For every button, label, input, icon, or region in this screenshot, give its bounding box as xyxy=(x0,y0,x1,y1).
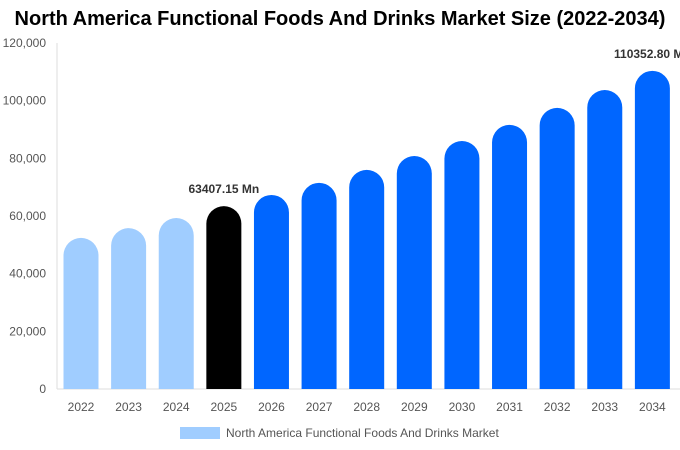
x-tick-label: 2028 xyxy=(353,400,380,414)
bar-2028 xyxy=(349,169,385,389)
x-tick-label: 2022 xyxy=(68,400,95,414)
x-tick-label: 2033 xyxy=(591,400,618,414)
x-tick-label: 2029 xyxy=(401,400,428,414)
y-tick-label: 120,000 xyxy=(3,36,47,50)
y-tick-label: 80,000 xyxy=(9,151,46,165)
bar-2033 xyxy=(587,89,623,389)
data-label-2025: 63407.15 Mn xyxy=(188,182,259,196)
bar-2024 xyxy=(158,218,194,389)
x-tick-label: 2024 xyxy=(163,400,190,414)
data-label-2034: 110352.80 Mn xyxy=(614,47,680,61)
bar-2026 xyxy=(253,194,289,389)
legend-label: North America Functional Foods And Drink… xyxy=(226,426,499,440)
legend: North America Functional Foods And Drink… xyxy=(180,426,499,440)
x-tick-label: 2030 xyxy=(449,400,476,414)
x-tick-label: 2026 xyxy=(258,400,285,414)
y-tick-label: 40,000 xyxy=(9,267,46,281)
chart-title: North America Functional Foods And Drink… xyxy=(14,8,666,30)
x-tick-label: 2034 xyxy=(639,400,666,414)
x-tick-label: 2032 xyxy=(544,400,571,414)
bar-2032 xyxy=(539,107,575,389)
bar-2023 xyxy=(111,228,147,389)
bar-2034 xyxy=(634,70,670,389)
y-tick-label: 20,000 xyxy=(9,324,46,338)
bar-2025 xyxy=(206,206,242,389)
bar-2022 xyxy=(63,237,99,389)
x-tick-label: 2031 xyxy=(496,400,523,414)
y-tick-label: 0 xyxy=(39,382,46,396)
x-tick-label: 2023 xyxy=(115,400,142,414)
legend-swatch xyxy=(180,427,220,439)
bar-2029 xyxy=(396,156,432,389)
y-tick-label: 100,000 xyxy=(3,94,47,108)
x-tick-label: 2027 xyxy=(306,400,333,414)
y-tick-label: 60,000 xyxy=(9,209,46,223)
bar-2027 xyxy=(301,182,337,389)
bar-2031 xyxy=(492,124,528,390)
x-tick-label: 2025 xyxy=(210,400,237,414)
bar-2030 xyxy=(444,141,480,389)
